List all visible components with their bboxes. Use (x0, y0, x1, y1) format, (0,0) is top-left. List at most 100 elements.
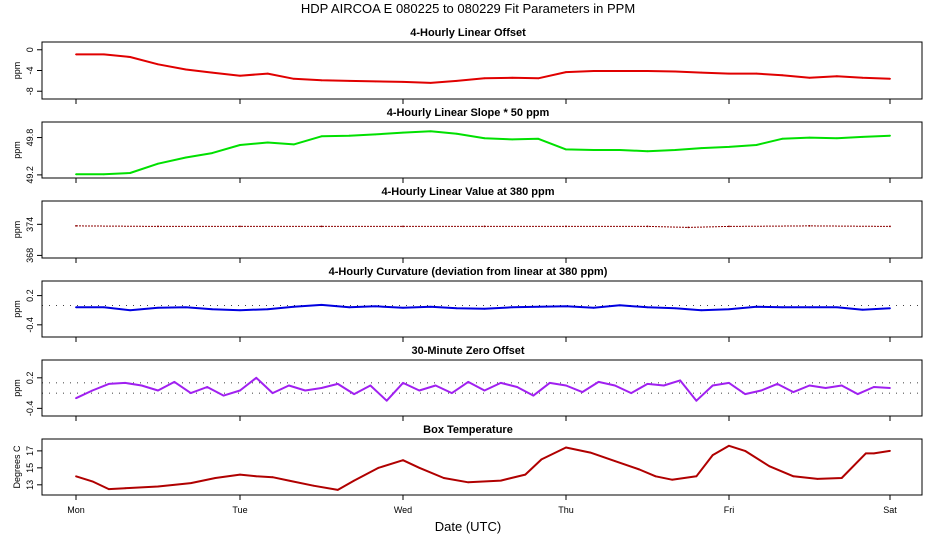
panel-title: 4-Hourly Linear Value at 380 ppm (381, 186, 554, 198)
data-point (429, 82, 432, 84)
data-point (320, 304, 323, 306)
data-point (618, 304, 621, 307)
data-point (75, 225, 77, 227)
data-point (711, 454, 714, 456)
data-point (211, 71, 214, 74)
data-point (695, 475, 698, 478)
data-point (211, 152, 214, 155)
data-point (532, 394, 535, 397)
data-point (455, 307, 458, 310)
data-point (402, 81, 404, 83)
data-point (836, 306, 838, 309)
data-point (781, 74, 783, 77)
data-point (711, 384, 714, 387)
data-point (728, 308, 730, 311)
data-point (377, 466, 380, 469)
data-point (402, 382, 404, 384)
data-point (157, 306, 159, 309)
data-point (674, 70, 677, 73)
data-point (103, 53, 105, 56)
data-point (889, 77, 891, 80)
data-point (455, 80, 458, 82)
data-point (157, 225, 159, 228)
data-point (695, 399, 698, 402)
data-point (320, 135, 323, 138)
data-point (348, 134, 351, 137)
data-point (687, 226, 690, 229)
panel-title: 30-Minute Zero Offset (411, 345, 524, 357)
data-point (288, 384, 290, 387)
data-point (597, 381, 600, 383)
data-point (107, 488, 110, 490)
data-point (671, 478, 673, 481)
data-point (75, 173, 77, 176)
data-point (744, 450, 746, 452)
data-point (103, 173, 105, 176)
y-axis-label: ppm (12, 379, 22, 397)
data-point (91, 389, 94, 392)
data-point (873, 452, 875, 455)
data-point (129, 172, 132, 174)
data-point (239, 74, 241, 77)
x-tick-label: Sat (883, 505, 897, 515)
y-tick-label: 13 (25, 480, 35, 490)
data-point (889, 387, 891, 389)
data-point (646, 70, 649, 72)
data-point (646, 225, 649, 228)
panel-title: Box Temperature (423, 424, 513, 436)
data-point (429, 305, 432, 308)
data-point (565, 225, 567, 228)
y-tick-label: -0.4 (25, 401, 35, 417)
data-point (592, 306, 595, 309)
data-point (483, 225, 486, 228)
data-point (107, 383, 110, 385)
data-point (792, 475, 795, 478)
data-point (157, 485, 159, 488)
data-point (808, 225, 811, 227)
y-tick-label: 17 (25, 446, 35, 456)
data-point (255, 475, 258, 478)
data-point (861, 76, 864, 79)
data-point (369, 384, 372, 387)
data-point (483, 389, 486, 392)
data-point (185, 306, 187, 309)
data-point (592, 70, 595, 72)
data-point (565, 148, 567, 151)
data-point (348, 80, 351, 82)
data-point (185, 156, 187, 159)
data-point (214, 477, 217, 479)
data-point (755, 144, 758, 146)
y-axis-label: ppm (12, 300, 22, 318)
data-point (630, 392, 633, 394)
data-point (889, 450, 891, 452)
data-point (565, 446, 567, 449)
data-point (271, 392, 274, 394)
data-point (728, 444, 730, 447)
data-point (618, 149, 621, 151)
y-tick-label: -8 (25, 87, 35, 95)
data-point (239, 225, 241, 228)
data-point (646, 306, 649, 309)
data-point (418, 389, 421, 392)
plot-frame (41, 438, 923, 496)
data-point (674, 307, 677, 310)
data-point (592, 149, 595, 151)
series-line-offset (76, 53, 891, 84)
data-point (157, 162, 159, 165)
data-point (173, 381, 176, 383)
data-point (374, 80, 377, 83)
data-point (864, 452, 867, 455)
data-point (540, 458, 543, 461)
data-point (312, 484, 315, 487)
data-point (861, 308, 864, 311)
data-point (614, 384, 616, 387)
y-tick-label: 368 (25, 248, 35, 263)
y-axis-label: Degrees C (12, 445, 22, 489)
data-point (589, 451, 592, 454)
data-point (537, 77, 540, 80)
data-point (511, 306, 514, 309)
data-point (157, 63, 159, 66)
